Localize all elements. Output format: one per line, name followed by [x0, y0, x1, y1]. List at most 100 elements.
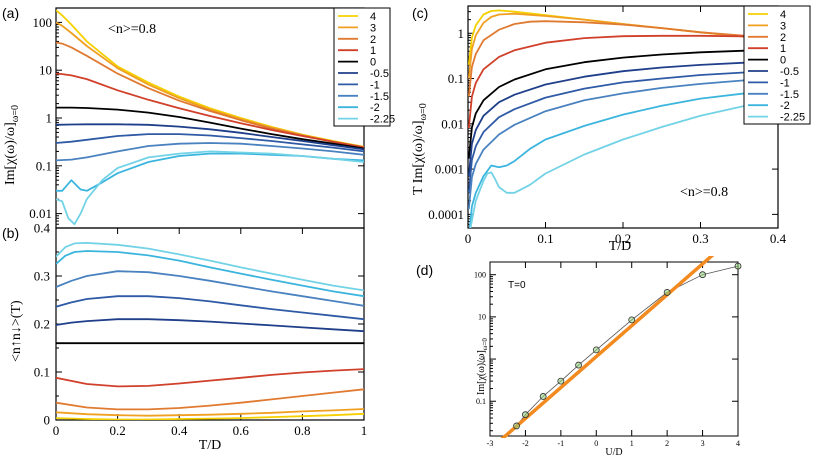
- panel-d-ticks: -3 -2 -1 0 1 2 3 4 0.1 1 10 100: [474, 262, 740, 448]
- panel-c-legend-label: -2.25: [780, 112, 805, 124]
- panel-b-series--0.5: [56, 318, 364, 333]
- panel-d-ytick-label: 100: [474, 270, 486, 279]
- panel-c-lines: [468, 9, 755, 228]
- panel-b-series-3: [56, 408, 364, 417]
- panel-a-ylabel: Im[χ(ω)/ω]ω=0: [3, 105, 21, 185]
- panel-label-a: (a): [2, 5, 19, 21]
- panel-c-ytick-label: 0.001: [435, 162, 464, 177]
- panel-c-ytick-label: 0.0001: [428, 207, 464, 222]
- panel-c-series-0: [468, 49, 755, 159]
- panel-d-xtick-label: -1: [558, 439, 565, 448]
- panel-a-ytick-label: 0.01: [29, 206, 52, 221]
- panel-a-legend-label: -2: [370, 102, 380, 114]
- panel-a-lines: [56, 9, 364, 226]
- panel-d-point: [557, 377, 565, 385]
- panel-d-xtick-label: 1: [630, 439, 634, 448]
- panel-a-legend-label: 0: [370, 57, 376, 69]
- panel-b-xtick-label: 0.8: [294, 423, 310, 438]
- panel-a-ytick-label: 100: [33, 15, 53, 30]
- panel-d-point: [513, 422, 520, 430]
- panel-a-series--1.5: [56, 142, 364, 162]
- panel-c-legend-label: 0: [780, 55, 786, 67]
- panel-c-ylabel: T Im[χ(ω)/ω]ω=0: [411, 103, 429, 195]
- panel-c: 0 0.1 0.2 0.3 0.4 0.0001 0.001 0.01 0.1 1 <n>=0.8…: [411, 5, 811, 254]
- panel-a-legend-label: 2: [370, 34, 376, 46]
- panel-a-legend-label: 1: [370, 45, 376, 57]
- panel-b-series--1.5: [56, 270, 364, 307]
- panel-b-xtick-label: 0.4: [171, 423, 188, 438]
- panel-c-series-1: [468, 34, 755, 129]
- panel-a-ytick-label: 0.1: [36, 158, 52, 173]
- panel-a-series-4: [56, 9, 364, 148]
- panel-c-annotation: <n>=0.8: [680, 185, 728, 200]
- panel-d-ytick-label: 0.1: [476, 397, 486, 406]
- panel-b-series--1: [56, 295, 364, 321]
- panel-a-legend-frame: [333, 7, 391, 127]
- panel-d-xtick-label: 4: [736, 439, 740, 448]
- panel-a-legend-label: -2.25: [370, 114, 395, 126]
- panel-a-legend-label: 4: [370, 11, 376, 23]
- panel-c-xtick-label: 0: [465, 231, 472, 246]
- panel-a-frame: [55, 7, 365, 229]
- panel-a-ylabel-sub: ω=0: [10, 105, 21, 122]
- panel-b-frame: [55, 227, 365, 421]
- panel-d-connector: [516, 265, 739, 427]
- panel-b-ytick-label: 0.3: [34, 269, 50, 284]
- panel-b-ytick-label: 0.2: [34, 317, 50, 332]
- panel-d-xtick-label: 0: [594, 439, 598, 448]
- panel-d-ytick-label: 1: [482, 355, 486, 364]
- panel-d-point: [592, 346, 600, 354]
- panel-c-xtick-label: 0.1: [537, 231, 553, 246]
- panel-a-ytick-label: 1: [46, 111, 53, 126]
- panel-d-ylabel-main: Im[χ(ω)/ω]: [476, 350, 487, 395]
- panel-b-ytick-label: 0: [44, 413, 51, 428]
- panel-a-series--1: [56, 133, 364, 153]
- panel-label-c: (c): [412, 5, 428, 21]
- panel-c-series--1.5: [468, 78, 755, 210]
- panel-d-point: [575, 361, 582, 369]
- panel-a-ytick-label: 10: [39, 63, 52, 78]
- panel-b-ticks: 0 0.2 0.4 0.6 0.8 1 0 0.1 0.2 0.3 0.4: [34, 221, 368, 438]
- panel-d-point: [699, 271, 706, 279]
- panel-d-point: [734, 262, 742, 270]
- panel-b-lines: [56, 241, 364, 420]
- panel-c-series--2.25: [469, 102, 755, 228]
- panel-d-xtick-label: -3: [487, 439, 494, 448]
- panel-c-legend-label: -1.5: [780, 89, 799, 101]
- panel-a-series--0.5: [56, 123, 364, 151]
- panel-b-xtick-label: 0.2: [109, 423, 125, 438]
- panel-a-series-2: [56, 41, 364, 149]
- panel-d-xtick-label: 3: [701, 439, 705, 448]
- panel-a-series--2.25: [56, 150, 364, 226]
- panel-b: 0 0.2 0.4 0.6 0.8 1 0 0.1 0.2 0.3 0.4 <n↑n↓>(T) T/…: [9, 221, 367, 453]
- panel-b-xtick-label: 0.6: [233, 423, 250, 438]
- panel-c-legend-label: 1: [780, 43, 786, 55]
- panel-c-legend-label: 4: [780, 9, 786, 21]
- panel-a-ylabel-main: Im[χ(ω)/ω]: [3, 122, 18, 185]
- panel-c-frame: [467, 5, 779, 229]
- panel-b-series--2.25: [56, 241, 364, 292]
- panel-d-fit-line: [500, 256, 715, 438]
- panel-b-series-2: [56, 388, 364, 411]
- panel-c-ytick-label: 0.01: [441, 116, 464, 131]
- panel-d-point: [663, 289, 671, 296]
- panel-d-xlabel: U/D: [605, 447, 622, 457]
- panel-c-series--2: [468, 91, 755, 228]
- panel-label-b: (b): [2, 225, 19, 241]
- panel-b-series-4: [56, 412, 364, 420]
- panel-d-point: [539, 393, 547, 400]
- panel-c-xlabel: T/D: [609, 239, 632, 254]
- panel-c-legend-label: -2: [780, 100, 790, 112]
- panel-b-ytick-label: 0.4: [34, 221, 51, 236]
- panel-b-xtick-label: 0: [53, 423, 60, 438]
- panel-c-series--0.5: [468, 61, 755, 177]
- panel-d-ylabel: Im[χ(ω)/ω]ω=0: [476, 338, 489, 395]
- panel-b-xlabel: T/D: [199, 438, 222, 453]
- panel-c-xtick-label: 0.4: [770, 231, 787, 246]
- panel-c-legend-frame: [743, 5, 811, 125]
- panel-c-xtick-label: 0.3: [692, 231, 708, 246]
- panel-a-series-0: [56, 106, 364, 150]
- panel-c-series-2: [468, 20, 755, 97]
